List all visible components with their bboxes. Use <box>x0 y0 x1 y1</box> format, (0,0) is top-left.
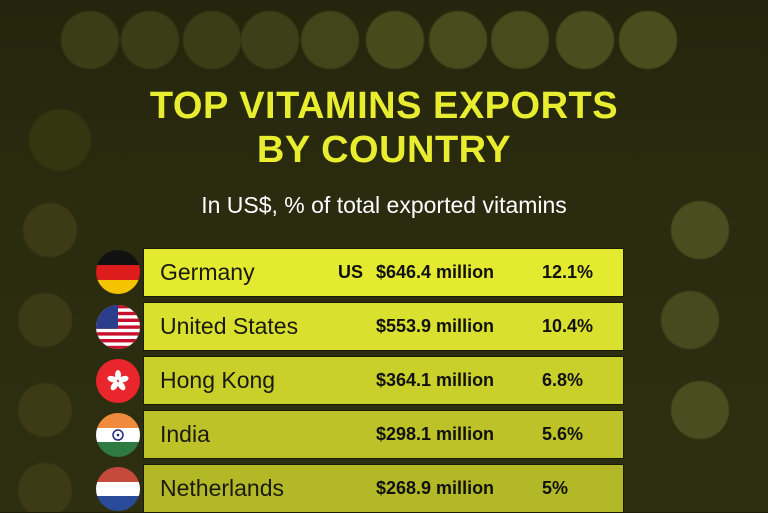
currency-prefix: US <box>338 262 364 282</box>
title-line-2: BY COUNTRY <box>256 129 512 171</box>
india-flag-icon <box>96 413 140 457</box>
country-name: Germany <box>160 259 255 285</box>
country-name: Hong Kong <box>160 367 276 393</box>
country-name: Netherlands <box>160 475 285 501</box>
page-title: TOP VITAMINS EXPORTS BY COUNTRY <box>0 84 768 172</box>
export-percent: 5.6% <box>542 424 584 444</box>
country-name: United States <box>160 313 299 339</box>
table-row: Germany US $646.4 million 12.1% <box>143 248 624 297</box>
export-value: $298.1 million <box>376 424 495 444</box>
country-name: India <box>160 421 210 447</box>
export-percent: 6.8% <box>542 370 584 390</box>
table-row: United States $553.9 million 10.4% <box>143 302 624 351</box>
table-row: Hong Kong $364.1 million 6.8% <box>143 356 624 405</box>
germany-flag-icon <box>96 250 140 294</box>
table-row: Netherlands $268.9 million 5% <box>143 464 624 513</box>
table-row: India $298.1 million 5.6% <box>143 410 624 459</box>
export-value: $364.1 million <box>376 370 495 390</box>
export-percent: 10.4% <box>542 316 594 336</box>
export-value: $553.9 million <box>376 316 495 336</box>
export-percent: 12.1% <box>542 262 594 282</box>
export-value: $646.4 million <box>376 262 495 282</box>
netherlands-flag-icon <box>96 467 140 511</box>
hong-kong-flag-icon <box>96 359 140 403</box>
title-line-1: TOP VITAMINS EXPORTS <box>149 85 619 127</box>
usa-flag-icon <box>96 305 140 349</box>
subtitle: In US$, % of total exported vitamins <box>201 192 567 218</box>
export-percent: 5% <box>542 478 569 498</box>
export-value: $268.9 million <box>376 478 495 498</box>
